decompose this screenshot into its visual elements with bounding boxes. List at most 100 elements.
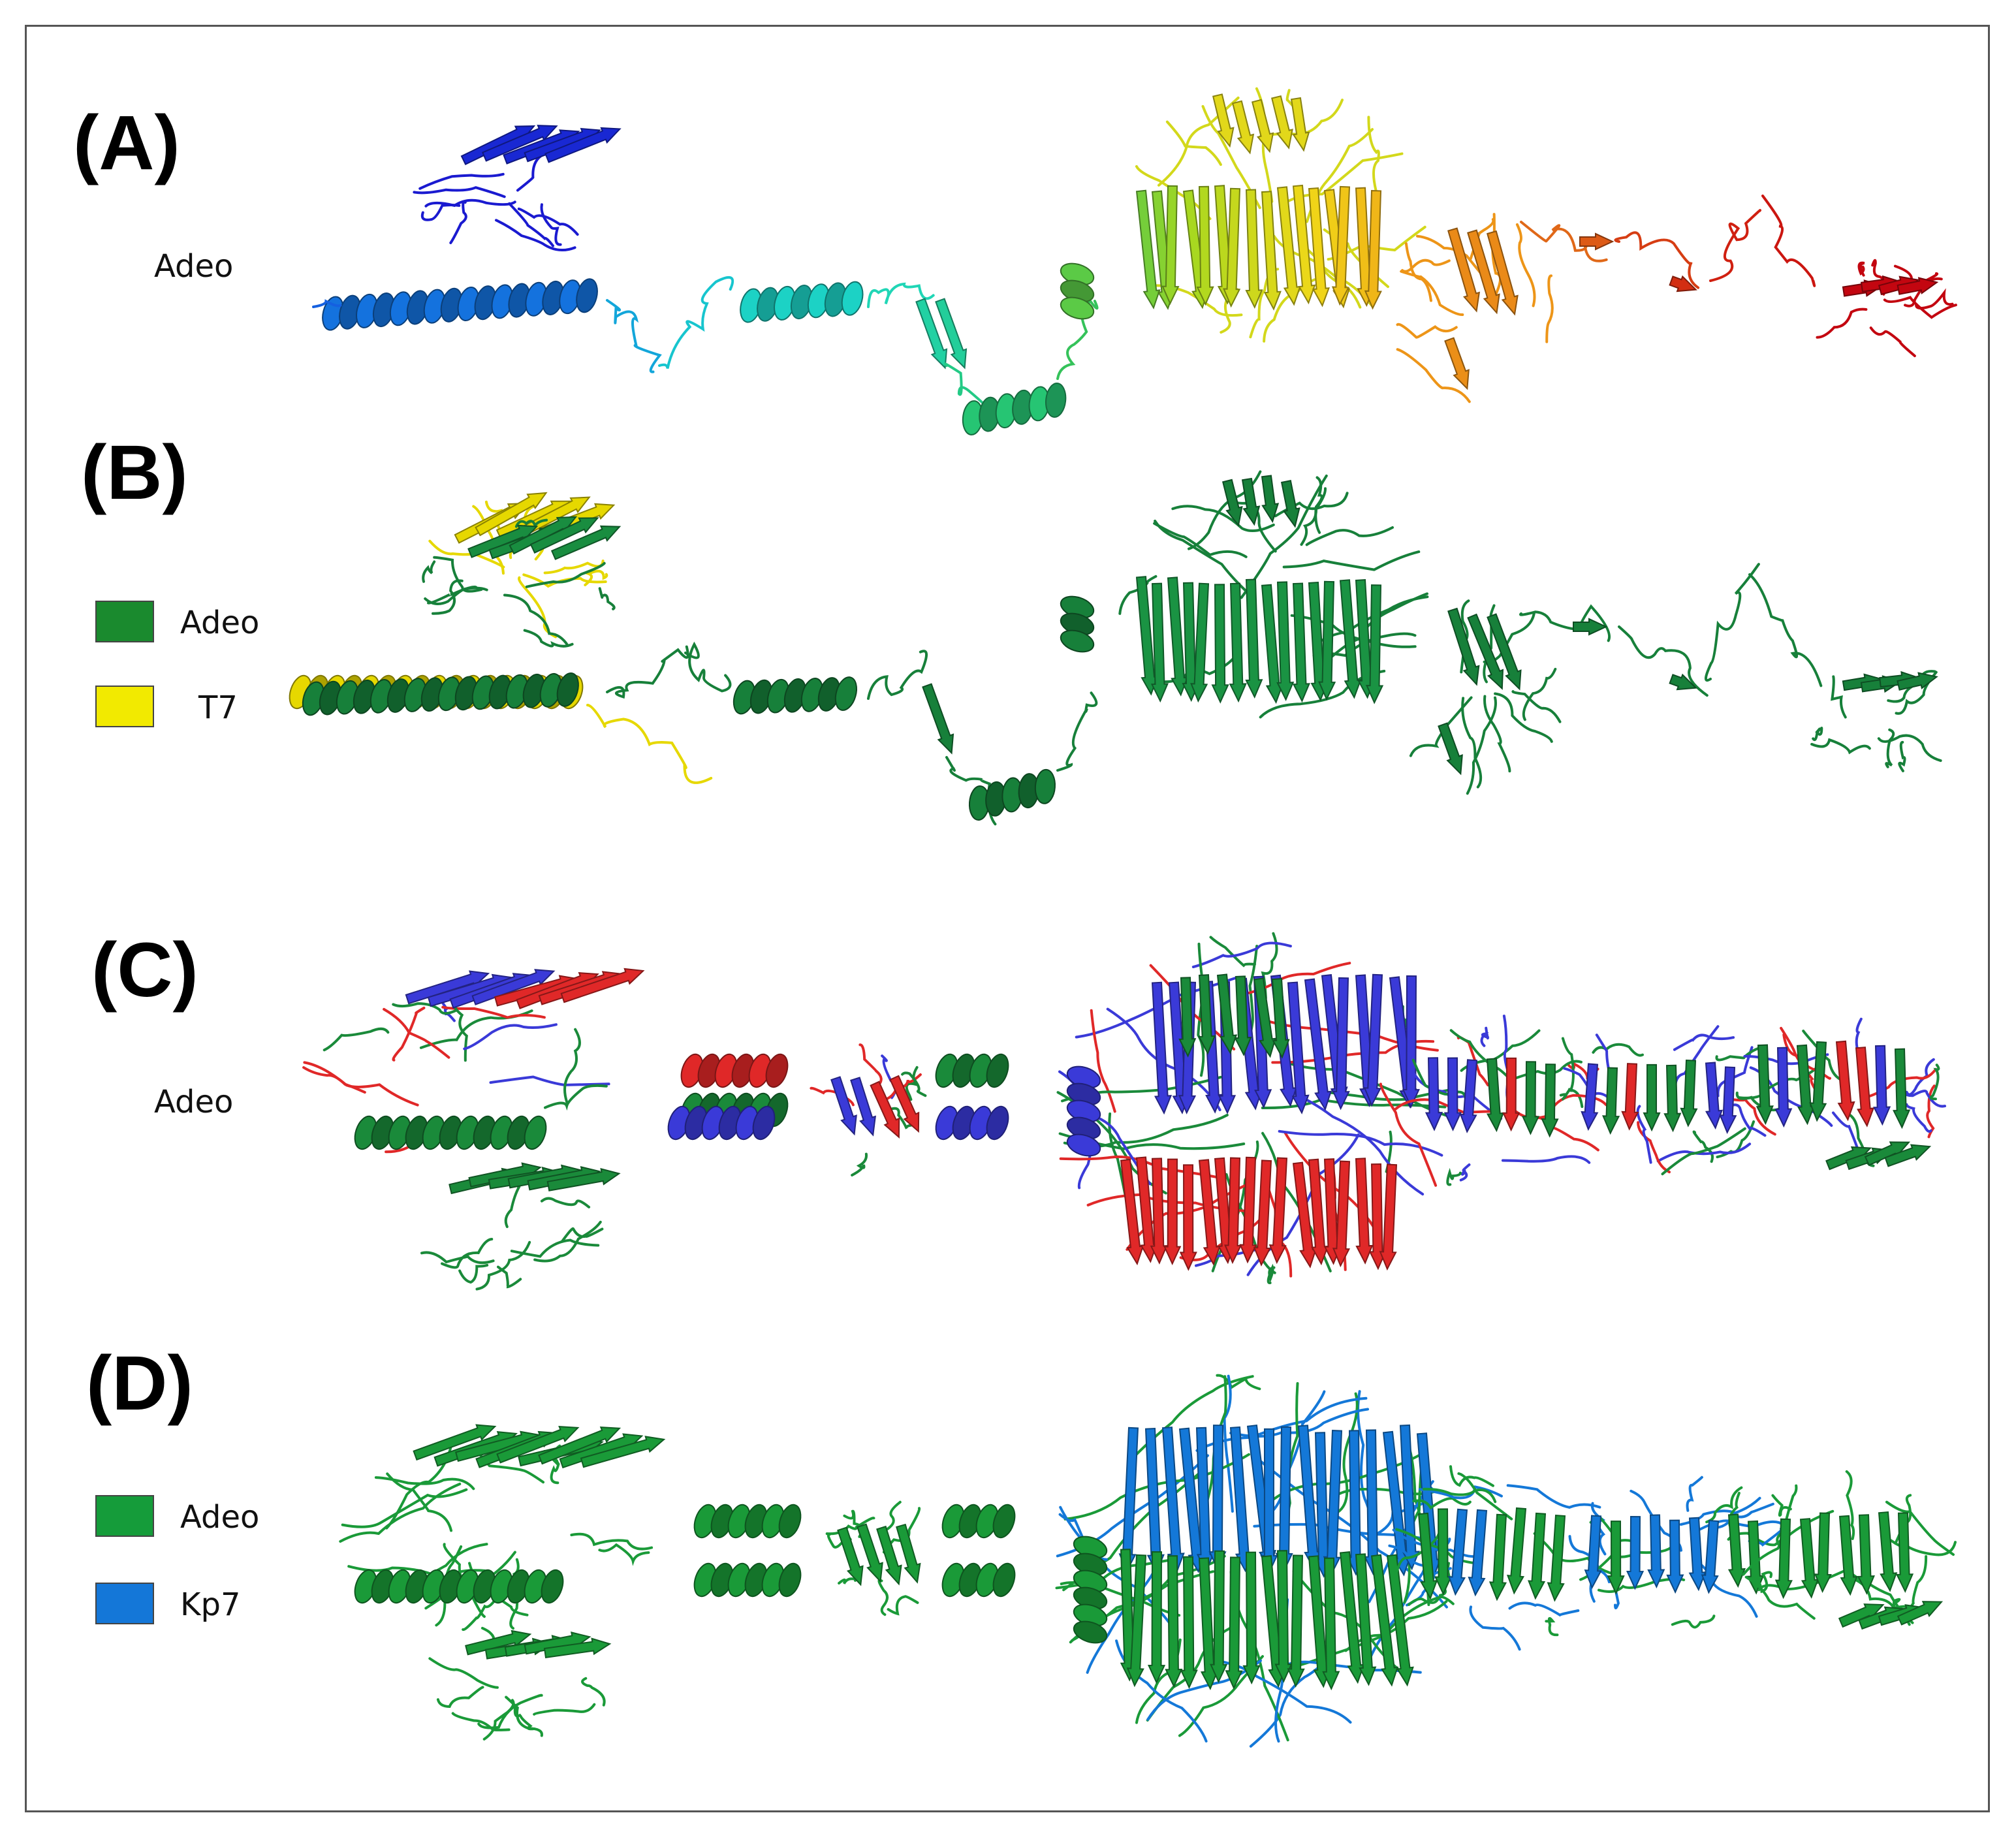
beta-strand <box>1221 479 1243 527</box>
beta-strand <box>1487 613 1522 691</box>
loop <box>1191 941 1292 969</box>
beta-strand <box>1210 1550 1228 1684</box>
loop <box>1282 550 1421 571</box>
beta-strand <box>1318 580 1336 701</box>
loop <box>1905 1103 1932 1133</box>
beta-strand <box>1165 1555 1183 1688</box>
loop <box>1883 296 1957 319</box>
loop <box>570 1532 654 1551</box>
beta-strand <box>1270 95 1293 150</box>
beta-strand <box>1746 1520 1765 1595</box>
helix <box>302 672 579 716</box>
loop <box>1461 697 1483 789</box>
beta-strand <box>1444 337 1470 390</box>
helix <box>1073 1536 1108 1644</box>
beta-strand <box>1873 1045 1891 1126</box>
loop <box>1404 242 1432 302</box>
loop <box>1900 1084 1946 1108</box>
legend-swatch-kp7 <box>95 1583 154 1624</box>
loop <box>658 276 734 369</box>
beta-strand <box>1331 185 1351 306</box>
loop <box>1259 669 1386 719</box>
loop <box>1268 1453 1423 1504</box>
loop <box>1929 1064 1940 1101</box>
loop <box>489 1075 610 1086</box>
beta-strand <box>1799 1518 1819 1599</box>
helix <box>732 676 858 715</box>
loop <box>1501 1155 1591 1164</box>
beta-strand <box>1425 1057 1443 1131</box>
loop <box>1898 740 1906 772</box>
loop <box>1895 670 1938 715</box>
helix <box>322 278 598 331</box>
beta-strand <box>1135 189 1161 309</box>
loop <box>561 1227 604 1243</box>
beta-strand <box>837 1526 864 1586</box>
loop <box>1171 505 1275 533</box>
beta-strand <box>1379 1163 1398 1271</box>
beta-strand <box>1276 186 1301 306</box>
beta-strand <box>1208 1425 1227 1571</box>
loop <box>303 1061 419 1107</box>
beta-strand <box>1178 977 1197 1058</box>
beta-strand <box>1234 975 1252 1056</box>
loop <box>1618 625 1709 697</box>
beta-strand <box>1878 1511 1898 1592</box>
beta-strand <box>1897 672 1938 691</box>
loop <box>341 1488 468 1528</box>
beta-strand <box>1399 1424 1420 1571</box>
beta-strand <box>1897 277 1939 295</box>
helix <box>667 1105 776 1141</box>
beta-strand <box>1584 1515 1602 1590</box>
loop <box>374 1476 475 1490</box>
loop <box>510 1238 600 1258</box>
beta-strand <box>1643 1064 1661 1132</box>
beta-strand <box>1506 1507 1527 1595</box>
loop <box>1810 738 1871 755</box>
loop <box>422 560 436 583</box>
beta-strand <box>1366 584 1384 704</box>
beta-strand <box>1280 480 1300 528</box>
beta-strand <box>1459 1059 1478 1133</box>
beta-strand <box>1701 1519 1720 1594</box>
legend-swatch-adeo <box>95 601 154 642</box>
loop <box>323 1027 390 1052</box>
loop <box>1729 1097 1776 1136</box>
beta-strand <box>1835 1040 1855 1122</box>
beta-strand <box>870 1080 900 1139</box>
beta-strand <box>1241 477 1261 526</box>
beta-strand <box>1212 93 1235 148</box>
loop <box>482 1699 515 1741</box>
beta-strand <box>896 1523 921 1584</box>
beta-strand <box>550 525 622 560</box>
loop <box>1508 1601 1580 1617</box>
loop <box>684 641 732 693</box>
panel-label-d: (D) <box>86 1340 193 1427</box>
beta-strand <box>1196 185 1214 306</box>
beta-strand <box>1626 1516 1645 1590</box>
loop <box>1885 728 1895 768</box>
beta-strand <box>560 968 645 1003</box>
loop <box>1752 1571 1772 1594</box>
beta-strand <box>1581 1063 1599 1131</box>
beta-strand <box>1163 1158 1182 1266</box>
loop <box>1515 223 1536 308</box>
beta-strand <box>1332 1160 1351 1268</box>
beta-strand <box>1292 582 1310 703</box>
beta-strand <box>1774 1047 1793 1128</box>
beta-strand <box>1261 191 1282 311</box>
beta-strand <box>1468 1509 1488 1597</box>
loop <box>1394 1526 1441 1577</box>
loop <box>451 1712 511 1731</box>
beta-strand <box>413 1424 497 1461</box>
beta-strand <box>1573 618 1608 636</box>
loop <box>1469 1605 1521 1651</box>
loop <box>1726 1103 1767 1137</box>
loop <box>1408 1596 1455 1606</box>
beta-strand <box>830 1076 857 1136</box>
legend-swatch-adeo-d <box>95 1495 154 1537</box>
beta-strand <box>1864 1141 1911 1167</box>
loop <box>1165 120 1222 166</box>
loop <box>495 219 576 252</box>
loop <box>413 186 506 198</box>
